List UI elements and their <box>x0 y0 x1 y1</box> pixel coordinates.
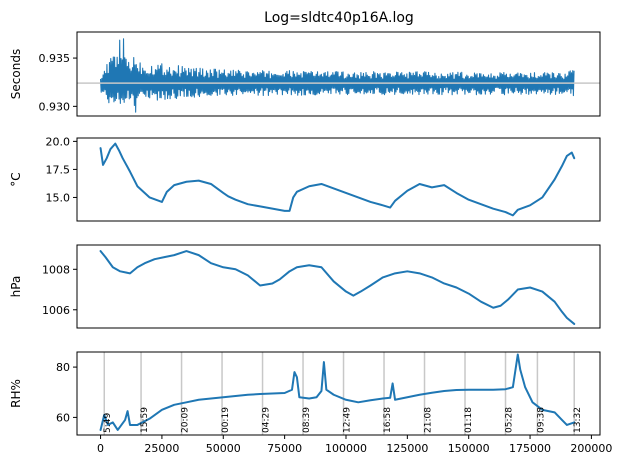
plot-area-pressure <box>99 250 576 325</box>
seconds-series-line <box>100 38 575 113</box>
axes-frame <box>76 31 601 117</box>
time-marker-label: 09:38 <box>536 407 546 433</box>
y-axis-title-pressure: hPa <box>9 276 23 298</box>
time-marker-label: 15:59 <box>140 407 150 433</box>
panel-pressure: 1006 1008 hPa <box>9 244 601 329</box>
y-axis-title-temperature: °C <box>9 172 23 186</box>
y-tick-label: 1006 <box>42 304 70 317</box>
axes-frame <box>76 137 601 222</box>
chart-title: Log=sldtc40p16A.log <box>264 10 414 26</box>
x-tick-label: 100000 <box>325 442 367 455</box>
humidity-series-line <box>99 353 576 431</box>
time-marker-label: 12:49 <box>343 407 353 433</box>
time-marker-label: 04:29 <box>262 407 272 433</box>
time-marker-label: 00:19 <box>221 407 231 433</box>
y-tick-label: 15.0 <box>46 191 71 204</box>
axes-frame <box>76 244 601 329</box>
y-tick-label: 20.0 <box>46 135 71 148</box>
panel-temperature: 15.0 17.5 20.0 °C <box>9 135 601 222</box>
time-marker-label: 05:28 <box>505 407 515 433</box>
panel-seconds: 0.930 0.935 Seconds <box>9 31 601 117</box>
x-tick-label: 175000 <box>509 442 551 455</box>
panel-humidity: 5:49 15:59 20:09 00:19 04:29 08:39 12:49 16:58 2… <box>9 351 612 455</box>
x-tick-label: 150000 <box>448 442 490 455</box>
plot-area-humidity: 5:49 15:59 20:09 00:19 04:29 08:39 12:49 16:58 2… <box>99 352 583 435</box>
axes-frame <box>76 351 601 436</box>
y-axis-title-humidity: RH% <box>9 379 23 408</box>
plot-area-seconds <box>77 38 600 113</box>
time-marker-label: 13:32 <box>573 407 583 433</box>
time-marker-label: 01:18 <box>464 407 474 433</box>
y-tick-label: 60 <box>56 411 70 424</box>
y-tick-label: 80 <box>56 361 70 374</box>
y-tick-label: 1008 <box>42 263 70 276</box>
x-tick-label: 125000 <box>386 442 428 455</box>
x-tick-label: 25000 <box>144 442 179 455</box>
time-marker-label: 20:09 <box>181 407 191 433</box>
y-axis-title-seconds: Seconds <box>9 49 23 99</box>
chart-panels: 0.930 0.935 Seconds 15.0 17.5 20.0 °C 1006 1008 h… <box>9 31 612 455</box>
time-marker-label: 08:39 <box>302 407 312 433</box>
pressure-series-line <box>99 250 576 325</box>
x-tick-label: 50000 <box>206 442 241 455</box>
x-tick-label: 75000 <box>267 442 302 455</box>
y-tick-label: 17.5 <box>46 163 71 176</box>
time-marker-label: 5:49 <box>103 413 113 433</box>
x-tick-label: 0 <box>97 442 104 455</box>
y-tick-label: 0.935 <box>39 52 71 65</box>
x-tick-label: 200000 <box>570 442 612 455</box>
y-tick-label: 0.930 <box>39 100 71 113</box>
time-marker-label: 21:08 <box>424 407 434 433</box>
plot-area-temperature <box>99 142 576 217</box>
temperature-series-line <box>99 142 576 217</box>
time-marker-label: 16:58 <box>383 407 393 433</box>
